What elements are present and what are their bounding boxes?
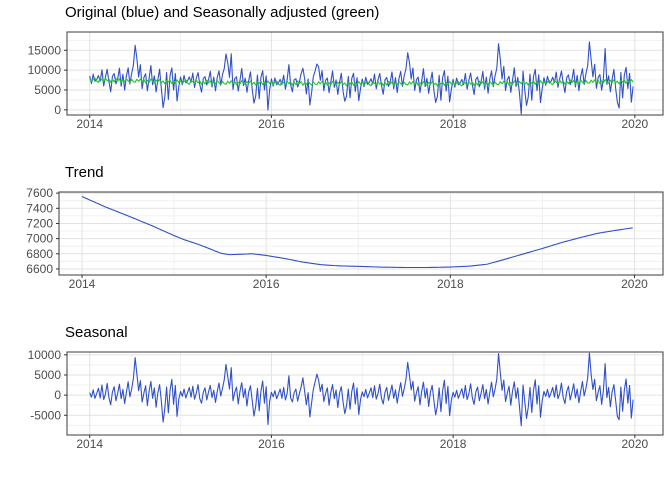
y-tick-label: 15000 bbox=[28, 43, 62, 57]
series-line-trend bbox=[81, 196, 633, 269]
y-tick-label: 7400 bbox=[26, 201, 53, 215]
x-tick-label: 2014 bbox=[69, 277, 96, 291]
x-tick-label: 2018 bbox=[440, 117, 467, 131]
y-tick-label: 0 bbox=[54, 103, 61, 117]
original-adjusted-plot: 2014 2016 2018 2020 0 5000 10000 15000 bbox=[28, 31, 664, 131]
y-tick-label: 10000 bbox=[28, 63, 62, 77]
y-tick-label: -5000 bbox=[30, 408, 61, 422]
chart-seasonal: 2014 2016 2018 2020 -5000 0 5000 10000 Seasonal bbox=[0, 320, 672, 480]
panel-border bbox=[66, 31, 664, 116]
y-tick-label: 7600 bbox=[26, 186, 53, 200]
chart-title-original-adjusted: Original (blue) and Seasonally adjusted … bbox=[65, 4, 380, 21]
x-tick-label: 2016 bbox=[253, 277, 280, 291]
x-tick-label: 2018 bbox=[437, 277, 464, 291]
x-tick-label: 2014 bbox=[76, 437, 103, 451]
x-tick-label: 2016 bbox=[258, 117, 285, 131]
chart-trend: 2014 2016 2018 2020 6600 6800 7000 7200 7400 7600… bbox=[0, 160, 672, 320]
chart-title-trend: Trend bbox=[65, 164, 104, 181]
y-tick-label: 5000 bbox=[34, 368, 61, 382]
x-tick-label: 2014 bbox=[76, 117, 103, 131]
x-tick-label: 2020 bbox=[621, 117, 648, 131]
panel-background bbox=[59, 192, 663, 275]
y-tick-label: 5000 bbox=[34, 83, 61, 97]
series-line-seasonal bbox=[89, 352, 634, 427]
y-tick-label: 10000 bbox=[28, 348, 62, 362]
panel-border bbox=[66, 351, 664, 436]
y-tick-label: 7200 bbox=[26, 216, 53, 230]
x-tick-label: 2016 bbox=[258, 437, 285, 451]
y-tick-label: 0 bbox=[54, 388, 61, 402]
series-line-seasonally-adjusted bbox=[89, 77, 634, 87]
chart-title-seasonal: Seasonal bbox=[65, 324, 128, 341]
panel-border bbox=[58, 191, 664, 276]
y-tick-label: 6600 bbox=[26, 262, 53, 276]
x-tick-label: 2020 bbox=[621, 277, 648, 291]
y-tick-label: 7000 bbox=[26, 232, 53, 246]
y-tick-label: 6800 bbox=[26, 247, 53, 261]
seasonal-plot: 2014 2016 2018 2020 -5000 0 5000 10000 bbox=[28, 348, 664, 451]
x-tick-label: 2020 bbox=[621, 437, 648, 451]
x-tick-label: 2018 bbox=[440, 437, 467, 451]
chart-original-and-adjusted: 2014 2016 2018 2020 0 5000 10000 15000 Original… bbox=[0, 0, 672, 160]
